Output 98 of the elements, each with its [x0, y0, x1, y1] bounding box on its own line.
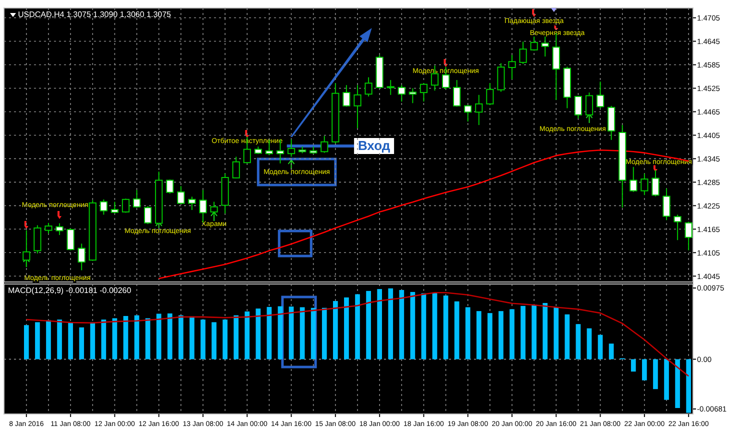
bar [222, 320, 228, 360]
bar [443, 296, 448, 360]
bar [630, 359, 636, 372]
bar [355, 294, 360, 360]
candlestick [320, 135, 328, 154]
bar [520, 306, 526, 360]
bar [68, 322, 73, 360]
bar [212, 322, 216, 360]
bar [608, 344, 614, 360]
candlestick [354, 84, 362, 129]
bar [410, 292, 416, 360]
candlestick [144, 206, 152, 225]
candlestick [100, 198, 108, 216]
candlestick [464, 104, 472, 122]
candlestick [232, 156, 240, 179]
bar [576, 324, 581, 360]
bar [310, 308, 316, 360]
bar [510, 309, 514, 360]
bar [79, 327, 84, 360]
candlestick [541, 36, 549, 58]
bar [190, 316, 194, 360]
candlestick [608, 105, 616, 140]
candlestick [386, 80, 394, 96]
bar [432, 292, 438, 360]
candlestick [408, 88, 416, 104]
bar [388, 288, 394, 360]
bar [675, 359, 680, 408]
bar [46, 320, 51, 360]
bar [57, 320, 62, 360]
bar [488, 313, 492, 360]
bar [178, 315, 184, 360]
bar [256, 308, 261, 360]
bar [101, 320, 106, 360]
candlestick [674, 214, 682, 241]
chart-title: MACD(12,26,9) -0.00181 -0.00260 [8, 286, 132, 295]
candlestick [420, 82, 428, 102]
candlestick [530, 36, 538, 52]
candlestick [44, 222, 52, 234]
candlestick [122, 198, 130, 214]
chart-title: USDCAD,H4 1.3075 1.3090 1.3060 1.3075 [18, 10, 172, 19]
bar [344, 297, 349, 360]
bar [554, 307, 559, 360]
bar [454, 301, 460, 360]
candlestick [630, 166, 638, 192]
candlestick [497, 62, 505, 92]
bar [234, 315, 239, 360]
candlestick [132, 190, 141, 208]
bar [686, 359, 692, 413]
annotation: Вход [358, 138, 391, 153]
bar [90, 322, 96, 360]
candlestick [342, 84, 350, 108]
bar [598, 334, 603, 360]
bar [288, 306, 294, 360]
candlestick [188, 196, 196, 210]
candlestick [364, 76, 372, 97]
candlestick [78, 243, 86, 271]
bar [564, 314, 570, 360]
bar [465, 307, 470, 360]
candlestick [177, 186, 185, 205]
bar [244, 311, 250, 360]
bar [421, 293, 426, 360]
candlestick [66, 228, 74, 251]
candlestick [56, 222, 64, 236]
bar [322, 308, 327, 360]
candlestick [596, 81, 604, 109]
bar [35, 322, 40, 360]
candlestick [640, 173, 648, 196]
bar [366, 290, 371, 360]
candlestick [34, 224, 42, 254]
bar [532, 304, 537, 360]
candlestick [166, 178, 174, 194]
bar [498, 311, 504, 360]
candlestick [110, 201, 119, 214]
candlestick [662, 188, 670, 221]
bar [156, 314, 162, 360]
candlestick [453, 80, 461, 108]
bar [266, 306, 272, 360]
bar [586, 328, 592, 360]
candlestick [475, 94, 483, 126]
bar [278, 306, 283, 360]
bar [653, 359, 658, 390]
bar [333, 301, 338, 360]
bar [300, 307, 305, 360]
bar [642, 359, 647, 380]
bar [24, 325, 29, 360]
candlestick [508, 54, 516, 80]
bar [377, 289, 382, 360]
candlestick [574, 96, 582, 119]
candlestick [398, 84, 406, 102]
bar [542, 302, 548, 360]
bar [476, 311, 482, 360]
candlestick [519, 41, 527, 64]
bar [399, 290, 404, 360]
bar [167, 313, 172, 360]
candlestick [486, 82, 494, 106]
bar [664, 359, 669, 400]
candlestick [287, 139, 296, 158]
bar [200, 320, 206, 360]
